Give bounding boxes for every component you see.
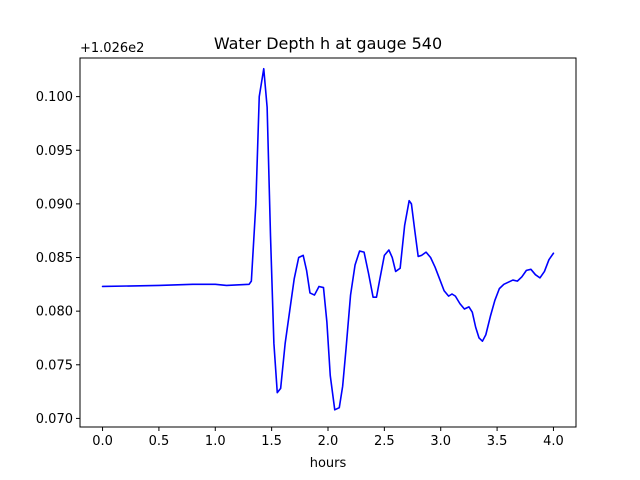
y-tick-label: 0.075 [36,358,73,373]
x-tick-label: 0.5 [149,434,170,449]
x-tick-label: 1.0 [205,434,226,449]
y-axis-offset-label: +1.026e2 [80,41,144,56]
y-tick-label: 0.100 [36,90,73,105]
x-tick-label: 3.0 [430,434,451,449]
y-tick-label: 0.085 [36,251,73,266]
x-tick-label: 2.0 [318,434,339,449]
x-tick-label: 4.0 [543,434,564,449]
y-tick-label: 0.080 [36,305,73,320]
y-tick-label: 0.090 [36,197,73,212]
x-tick-label: 0.0 [92,434,113,449]
y-tick-label: 0.095 [36,144,73,159]
plot-area: 0.0 0.5 1.0 1.5 2.0 2.5 3.0 3.5 4.0 0.070 0.075 0.0… [36,57,577,449]
chart-title: Water Depth h at gauge 540 [214,34,442,53]
x-tick-label: 3.5 [487,434,508,449]
y-tick-label: 0.070 [36,412,73,427]
x-tick-label: 1.5 [261,434,282,449]
x-tick-label: 2.5 [374,434,395,449]
x-axis-label: hours [310,456,347,471]
series-line-0 [101,67,555,411]
